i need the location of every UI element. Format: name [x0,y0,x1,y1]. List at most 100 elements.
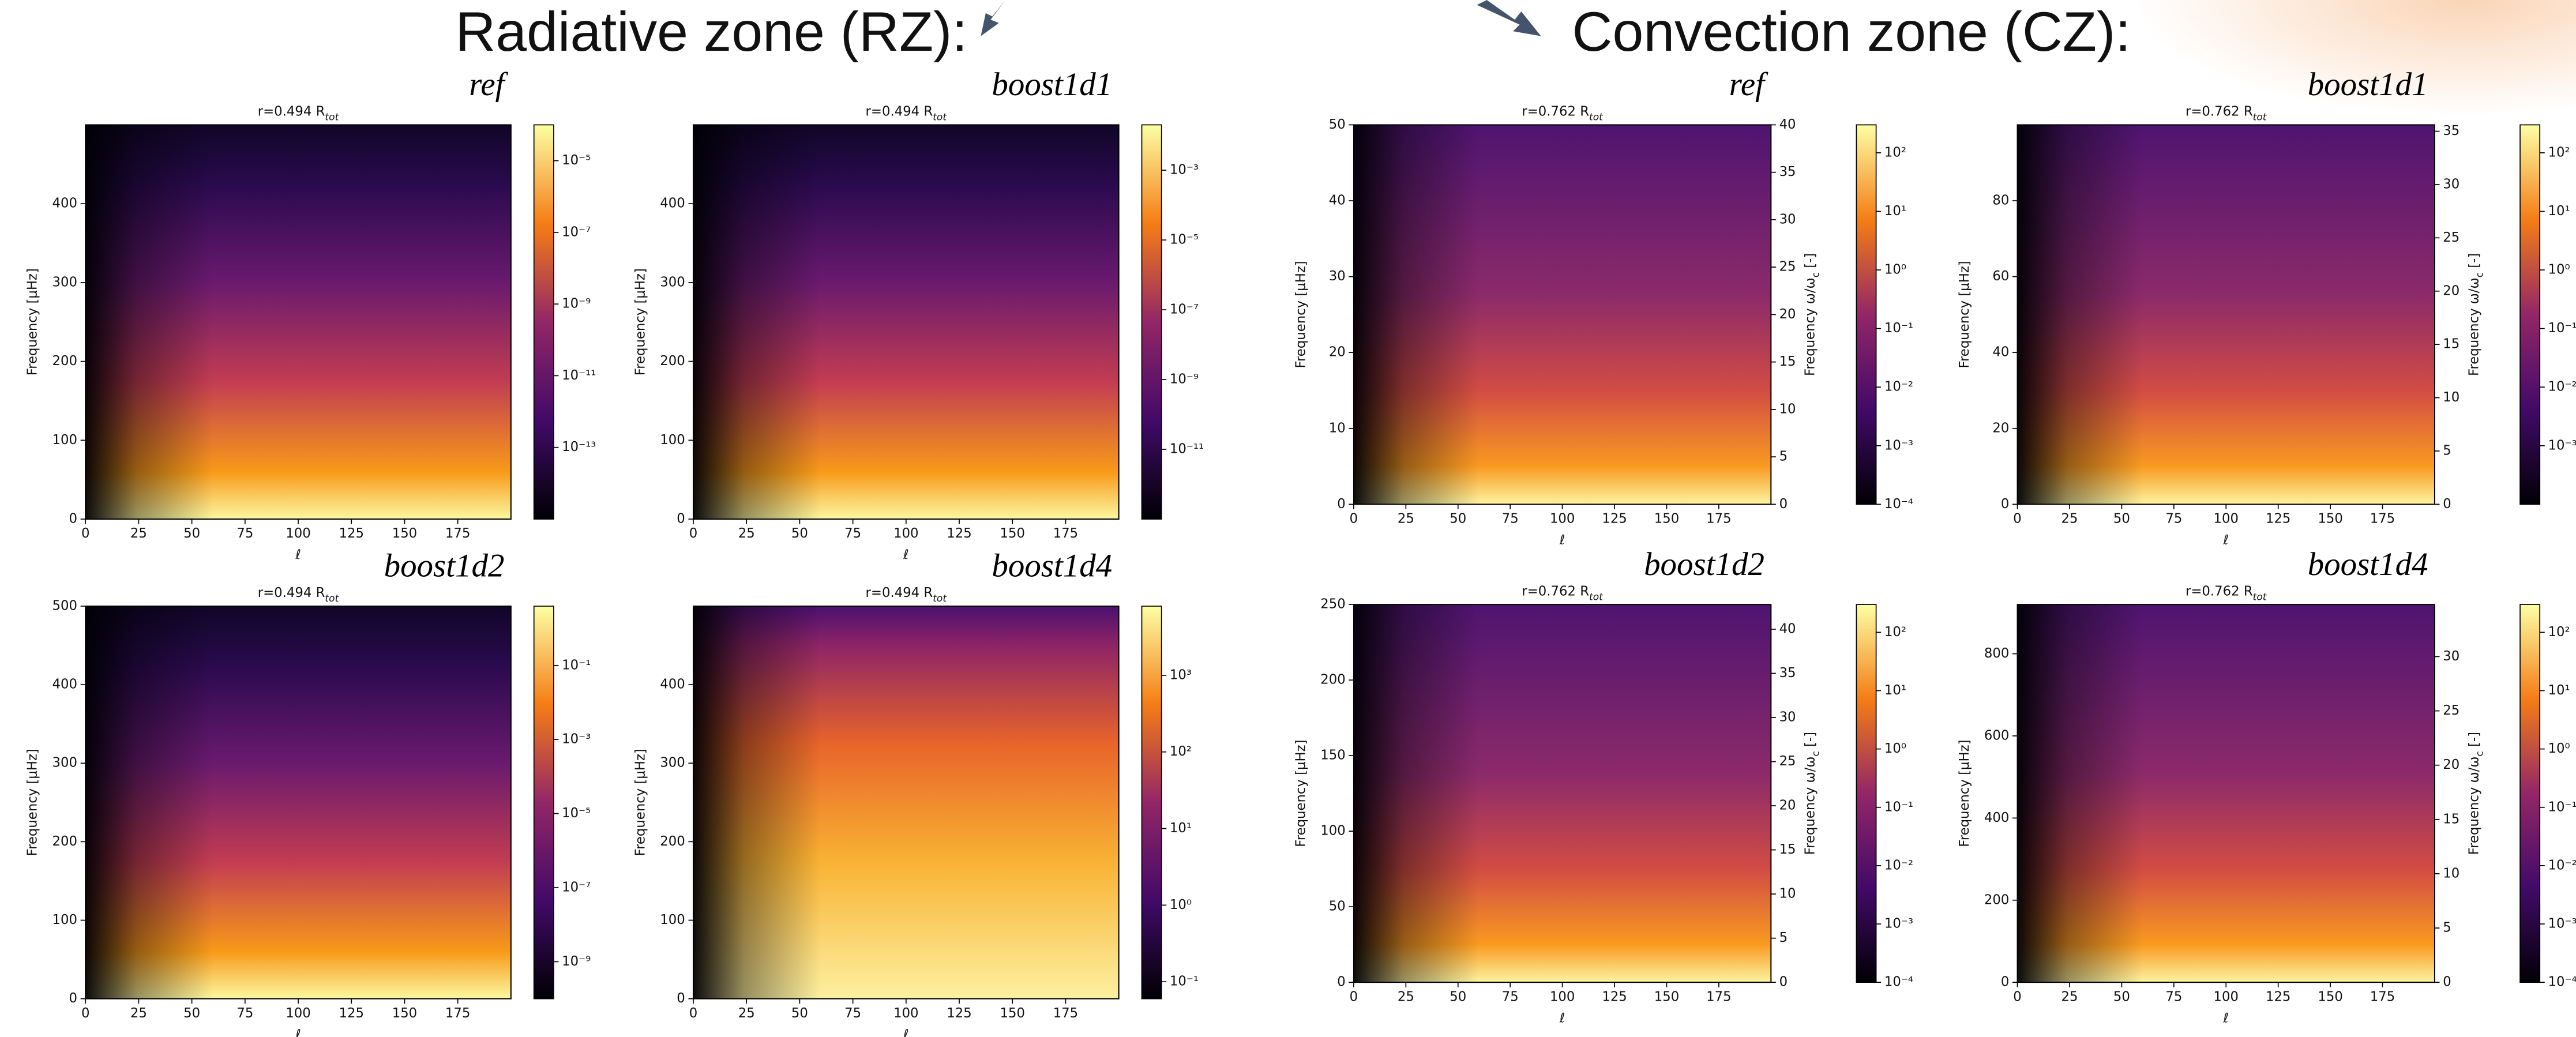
y2-tick-label: 40 [1779,621,1796,636]
y2-label-end: [-] [2466,253,2481,272]
y-tick-label: 100 [660,433,685,448]
x-tick-label: 50 [791,526,808,541]
heatmap-shade [85,125,511,519]
y2-tick-label: 35 [1779,666,1796,681]
colorbar-tick-label: 10¹ [1884,204,1906,219]
x-axis-label: ℓ [295,547,301,562]
x-tick-label: 100 [893,526,918,541]
x-tick-label: 50 [183,1006,200,1021]
y-tick-label: 10 [1329,420,1346,435]
panel-title-text: r=0.762 R [2186,104,2253,119]
y-tick-label: 400 [1984,810,2009,825]
y-tick-label: 100 [660,912,685,927]
y2-tick-label: 30 [1779,212,1796,227]
panel-title-text: r=0.494 R [258,585,325,600]
panel-title: r=0.762 Rtot [2186,584,2267,603]
panel-title: r=0.762 Rtot [1522,104,1604,123]
y-tick-label: 50 [1329,117,1346,132]
colorbar-tick-label: 10⁻¹³ [562,439,596,454]
x-tick-label: 125 [947,526,971,541]
x-tick-label: 75 [2165,511,2182,526]
run-label: ref [469,66,508,103]
y-tick-label: 300 [52,756,77,771]
x-tick-label: 0 [2013,511,2021,526]
x-axis-label: ℓ [1559,533,1565,548]
x-tick-label: 100 [286,526,310,541]
decor-blob [2135,0,2576,115]
colorbar [533,124,554,520]
colorbar-tick-label: 10⁻¹ [1884,799,1913,814]
colorbar-tick-label: 10⁻³ [562,732,591,747]
x-tick-label: 150 [1654,511,1679,526]
y-tick-label: 0 [677,511,685,526]
y2-tick-label: 20 [1779,798,1796,813]
heatmap-shade [85,606,511,999]
colorbar-tick-label: 10⁰ [1884,741,1906,756]
x-tick-label: 50 [791,1006,808,1021]
y2-tick-label: 10 [1779,886,1796,901]
y-tick-label: 20 [1329,345,1346,360]
colorbar-tick-label: 10⁰ [2548,262,2570,277]
x-tick-label: 150 [1000,1006,1025,1021]
x-tick-label: 100 [2214,511,2239,526]
colorbar-tick-label: 10⁻³ [1170,163,1199,178]
heatmap-shade [693,125,1119,519]
y2-tick-label: 20 [2443,283,2459,298]
x-tick-label: 0 [689,526,697,541]
y-tick-label: 80 [1992,193,2009,208]
y2-tick-label: 30 [2443,649,2459,664]
colorbar-tick-label: 10⁻¹ [562,657,591,672]
panel-title-sub: tot [325,593,339,604]
y2-label-end: [-] [2466,732,2481,751]
y2-label-sub: c [1811,751,1822,756]
y-tick-label: 300 [660,275,685,290]
colorbar-tick-label: 10² [2548,145,2570,160]
x-tick-label: 0 [689,1006,697,1021]
y-tick-label: 200 [660,834,685,849]
panel-title-sub: tot [2253,112,2267,123]
heatmap-shade [693,606,1119,999]
colorbar-tick-label: 10⁻⁹ [562,954,591,969]
x-tick-label: 0 [81,1006,89,1021]
panel-title-sub: tot [933,112,947,123]
x-tick-label: 75 [844,526,861,541]
y-tick-label: 100 [52,912,77,927]
x-axis-label: ℓ [2223,1010,2229,1025]
x-tick-label: 75 [2165,989,2182,1004]
y2-label-end: [-] [1803,732,1818,751]
y2-tick-label: 15 [1779,842,1796,857]
y2-tick-label: 0 [1779,497,1788,512]
colorbar [2519,604,2541,983]
colorbar-tick-label: 10⁻¹ [2548,321,2576,336]
panel-title: r=0.494 Rtot [866,104,948,123]
y2-tick-label: 0 [2443,975,2451,990]
panel-title-text: r=0.762 R [1522,104,1589,119]
colorbar-tick-label: 10⁻⁷ [1170,302,1199,317]
y2-tick-label: 5 [1779,449,1788,464]
y-axis-label: Frequency [μHz] [1293,740,1308,847]
x-tick-label: 75 [844,1006,861,1021]
y2-tick-label: 25 [2443,703,2459,718]
y2-tick-label: 5 [2443,920,2451,935]
colorbar-tick-label: 10⁻⁴ [1884,975,1913,990]
y2-tick-label: 25 [2443,230,2459,245]
x-tick-label: 25 [130,526,147,541]
x-tick-label: 175 [2370,511,2395,526]
x-tick-label: 175 [2370,989,2395,1004]
y2-tick-label: 10 [2443,390,2459,405]
panel-title: r=0.494 Rtot [258,585,340,605]
panel-title-text: r=0.762 R [1522,584,1589,599]
colorbar-tick-label: 10⁻⁹ [1170,372,1199,387]
colorbar-tick-label: 10² [1884,625,1906,640]
run-label: ref [1729,66,1768,103]
y2-label-text: Frequency ω/ω [1803,277,1818,376]
y-tick-label: 800 [1984,646,2009,661]
colorbar-tick-label: 10⁻⁵ [562,153,591,168]
y-tick-label: 30 [1329,269,1346,284]
y2-tick-label: 10 [1779,401,1796,416]
colorbar-tick-label: 10³ [1170,667,1192,682]
y2-tick-label: 25 [1779,260,1796,275]
colorbar-tick-label: 10⁻³ [1884,916,1913,931]
y2-label-sub: c [2474,751,2485,756]
colorbar-tick-label: 10⁰ [2548,741,2570,756]
